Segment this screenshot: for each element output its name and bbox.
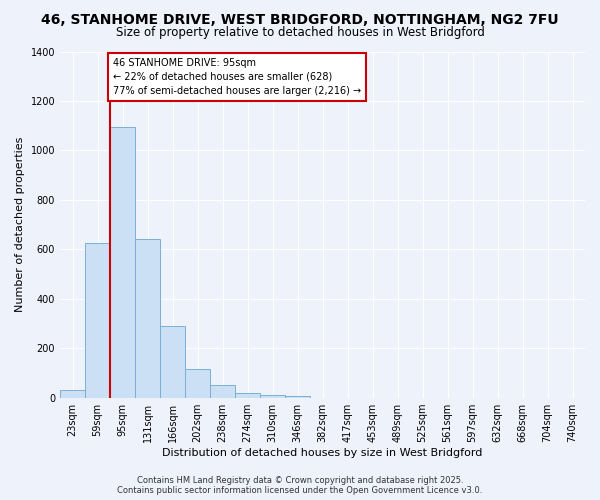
Bar [135,240,160,398]
Bar [210,385,235,398]
Bar [85,243,110,398]
Text: Contains HM Land Registry data © Crown copyright and database right 2025.
Contai: Contains HM Land Registry data © Crown c… [118,476,482,495]
Bar [260,394,285,398]
Text: 46 STANHOME DRIVE: 95sqm
← 22% of detached houses are smaller (628)
77% of semi-: 46 STANHOME DRIVE: 95sqm ← 22% of detach… [113,58,361,96]
Bar [285,396,310,398]
Bar [110,127,135,398]
Text: 46, STANHOME DRIVE, WEST BRIDGFORD, NOTTINGHAM, NG2 7FU: 46, STANHOME DRIVE, WEST BRIDGFORD, NOTT… [41,12,559,26]
Bar [60,390,85,398]
Text: Size of property relative to detached houses in West Bridgford: Size of property relative to detached ho… [116,26,484,39]
Bar [235,392,260,398]
X-axis label: Distribution of detached houses by size in West Bridgford: Distribution of detached houses by size … [163,448,483,458]
Bar [160,326,185,398]
Bar [185,369,210,398]
Y-axis label: Number of detached properties: Number of detached properties [15,137,25,312]
